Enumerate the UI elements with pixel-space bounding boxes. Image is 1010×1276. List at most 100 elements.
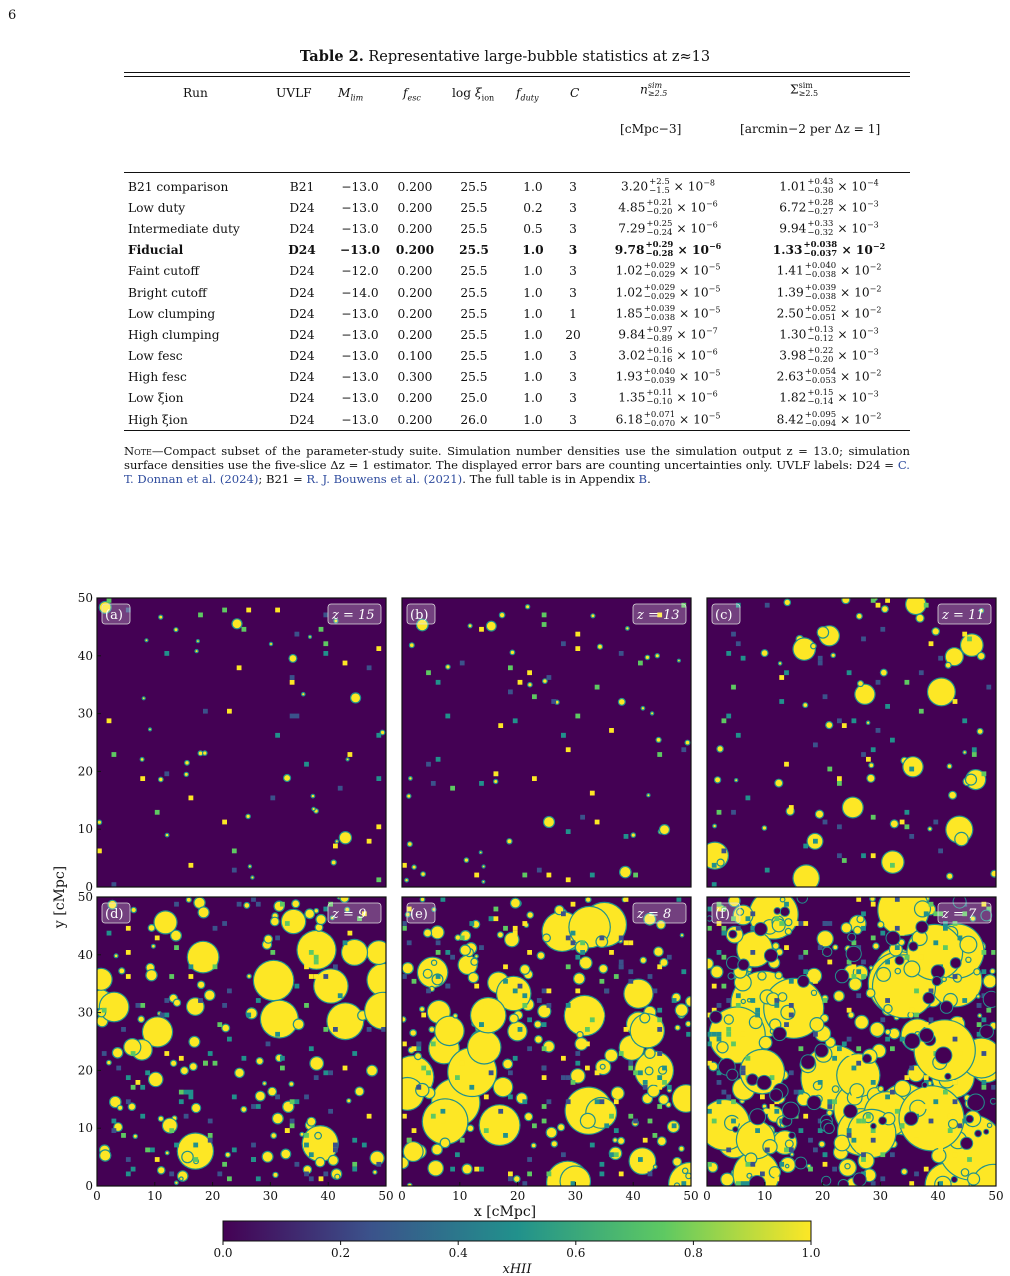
cell-fduty: 1.0 [523, 391, 543, 406]
cell-run: Low duty [128, 200, 186, 215]
cell-fduty: 1.0 [523, 412, 543, 427]
table-note: Note—Compact subset of the parameter-stu… [124, 444, 910, 487]
y-tick-label: 40 [78, 948, 93, 962]
cell-fduty: 1.0 [523, 285, 543, 300]
top-rule-2 [124, 76, 910, 78]
cell-fesc: 0.200 [397, 327, 433, 342]
cell-fesc: 0.200 [397, 391, 433, 406]
ref-donnan[interactable]: C. T. Donnan et al. (2024) [124, 458, 910, 487]
table-row: Low fesc D24 −13.0 0.100 25.5 1.0 3 3.02 +0.16 −0… [124, 346, 910, 367]
x-tick-label: 20 [510, 1189, 525, 1203]
panel-redshift: z = 13 [636, 608, 680, 623]
y-tick-label: 50 [78, 591, 93, 605]
panel-label: (d) [105, 907, 123, 922]
x-tick-label: 50 [988, 1189, 1003, 1203]
x-tick-label: 40 [931, 1189, 946, 1203]
cell-sigma: 8.42 +0.095 −0.094 × 10−2 [776, 409, 882, 429]
x-tick-label: 0 [398, 1189, 406, 1203]
panel-label-box [406, 902, 436, 924]
cell-mlim: −13.0 [341, 391, 379, 406]
cell-logxi: 25.5 [460, 327, 488, 342]
cell-run: Low clumping [128, 306, 216, 321]
panel-label-box [406, 603, 436, 625]
x-tick-label: 40 [626, 1189, 641, 1203]
cell-logxi: 25.5 [460, 264, 488, 279]
cell-fesc: 0.200 [397, 221, 433, 236]
cell-logxi: 25.5 [460, 349, 488, 364]
y-tick-label: 30 [78, 1006, 93, 1020]
table-row: Low ξion D24 −13.0 0.200 25.0 1.0 3 1.35 +0.11 −0… [124, 388, 910, 409]
cell-uvlf: D24 [289, 306, 315, 321]
x-tick-label: 0 [703, 1189, 711, 1203]
cell-sigma: 2.50 +0.052 −0.051 × 10−2 [776, 303, 882, 323]
table-row: Faint cutoff D24 −12.0 0.200 25.5 1.0 3 1.02 +0.… [124, 261, 910, 282]
header-logxi: log ξion [452, 86, 495, 103]
cell-uvlf: D24 [289, 370, 315, 385]
z-label-box [327, 603, 382, 625]
y-axis-label: y [cMpc] [52, 866, 68, 929]
x-tick-label: 20 [205, 1189, 220, 1203]
cell-run: Bright cutoff [128, 285, 207, 300]
z-label-box [937, 603, 992, 625]
cell-fesc: 0.300 [397, 370, 433, 385]
cell-sigma: 1.33 +0.038 −0.037 × 10−2 [772, 240, 886, 260]
colorbar-tick-label: 0.6 [566, 1246, 585, 1260]
cell-c: 3 [569, 285, 577, 300]
cell-logxi: 25.0 [460, 391, 488, 406]
table-row: Intermediate duty D24 −13.0 0.200 25.5 0.5 3 7.… [124, 218, 910, 239]
table-row: B21 comparison B21 −13.0 0.200 25.5 1.0 3 3.20 +… [124, 176, 910, 197]
cell-uvlf: D24 [289, 285, 315, 300]
cell-uvlf: D24 [289, 200, 315, 215]
panel-redshift: z = 8 [636, 907, 671, 922]
z-label-box [937, 902, 992, 924]
cell-sigma: 1.30 +0.13 −0.12 × 10−3 [779, 324, 879, 344]
cell-fesc: 0.100 [397, 349, 433, 364]
map-panel: (b) z = 13 [401, 597, 692, 888]
x-tick-label: 30 [263, 1189, 278, 1203]
cell-n: 1.02 +0.029 −0.029 × 10−5 [615, 261, 721, 281]
cell-run: Low ξion [128, 391, 184, 406]
cell-run: Faint cutoff [128, 264, 199, 279]
x-tick-label: 30 [568, 1189, 583, 1203]
y-tick-label: 50 [78, 890, 93, 904]
panel-label-box [101, 902, 131, 924]
table-caption: Table 2. Representative large-bubble sta… [0, 48, 1010, 65]
cell-fesc: 0.200 [397, 200, 433, 215]
cell-fduty: 1.0 [523, 370, 543, 385]
cell-sigma: 1.82 +0.15 −0.14 × 10−3 [779, 388, 879, 408]
cell-c: 3 [568, 243, 578, 258]
cell-mlim: −13.0 [341, 370, 379, 385]
cell-logxi: 25.5 [460, 285, 488, 300]
y-tick-label: 0 [85, 1179, 93, 1193]
cell-mlim: −13.0 [341, 349, 379, 364]
cell-logxi: 25.5 [460, 221, 488, 236]
ref-appendix[interactable]: B [638, 472, 648, 487]
cell-run: B21 comparison [128, 179, 229, 194]
panel-label: (f) [715, 907, 730, 922]
cell-sigma: 1.01 +0.43 −0.30 × 10−4 [779, 176, 879, 196]
cell-mlim: −12.0 [341, 264, 379, 279]
cell-n: 7.29 +0.25 −0.24 × 10−6 [618, 218, 718, 238]
table-row: Fiducial D24 −13.0 0.200 25.5 1.0 3 9.78 +0.29 −0… [124, 240, 910, 261]
ref-bouwens[interactable]: R. J. Bouwens et al. (2021) [306, 472, 463, 487]
table-row: Bright cutoff D24 −14.0 0.200 25.5 1.0 3 1.02 +0… [124, 282, 910, 303]
cell-n: 9.78 +0.29 −0.28 × 10−6 [614, 240, 722, 260]
header-fduty: fduty [516, 86, 539, 103]
panel-redshift: z = 9 [331, 907, 366, 922]
x-tick-label: 10 [452, 1189, 467, 1203]
y-tick-label: 30 [78, 707, 93, 721]
cell-c: 20 [565, 327, 581, 342]
cell-fesc: 0.200 [397, 179, 433, 194]
z-label-box [632, 902, 687, 924]
note-mid2: . The full table is in Appendix [462, 472, 639, 487]
cell-run: High ξion [128, 412, 188, 427]
z-label-box [327, 902, 382, 924]
map-panel: (c) z = 11 [706, 597, 997, 888]
table-row: Low clumping D24 −13.0 0.200 25.5 1.0 1 1.85 +0.… [124, 303, 910, 324]
x-tick-label: 50 [378, 1189, 393, 1203]
page-number: 6 [8, 8, 17, 23]
cell-sigma: 1.41 +0.040 −0.038 × 10−2 [776, 261, 882, 281]
cell-uvlf: D24 [289, 264, 315, 279]
cell-mlim: −13.0 [341, 306, 379, 321]
panel-label-box [711, 603, 741, 625]
